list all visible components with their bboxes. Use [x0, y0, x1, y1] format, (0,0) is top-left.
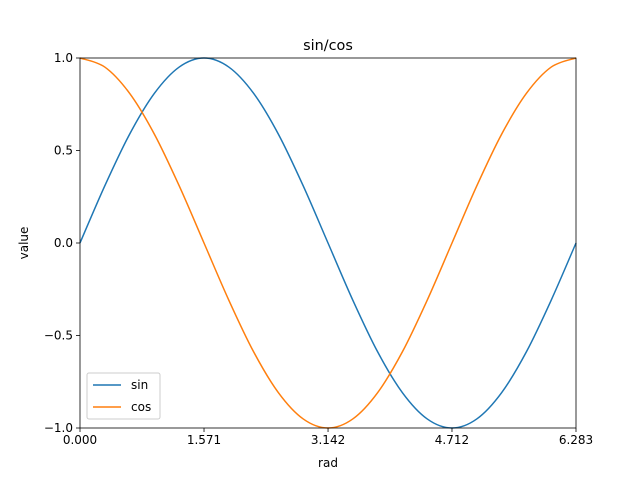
x-tick-label: 4.712 — [435, 433, 469, 447]
legend-label-sin: sin — [131, 378, 148, 392]
chart-title: sin/cos — [303, 38, 353, 54]
y-axis-label: value — [17, 227, 31, 260]
y-tick-label: 0.5 — [54, 144, 73, 158]
x-axis-label: rad — [318, 456, 338, 470]
legend-label-cos: cos — [131, 400, 151, 414]
x-tick-label: 0.000 — [63, 433, 97, 447]
y-tick-label: −0.5 — [44, 329, 73, 343]
y-axis: 1.0 0.5 0.0 −0.5 −1.0 — [44, 51, 80, 435]
x-tick-label: 3.142 — [311, 433, 345, 447]
series-line-sin — [79, 57, 577, 429]
legend: sin cos — [86, 372, 161, 420]
y-tick-label: 0.0 — [54, 236, 73, 250]
y-tick-label: −1.0 — [44, 421, 73, 435]
x-tick-label: 6.283 — [559, 433, 593, 447]
y-tick-label: 1.0 — [54, 51, 73, 65]
x-axis: 0.000 1.571 3.142 4.712 6.283 — [63, 428, 593, 447]
x-tick-label: 1.571 — [187, 433, 221, 447]
